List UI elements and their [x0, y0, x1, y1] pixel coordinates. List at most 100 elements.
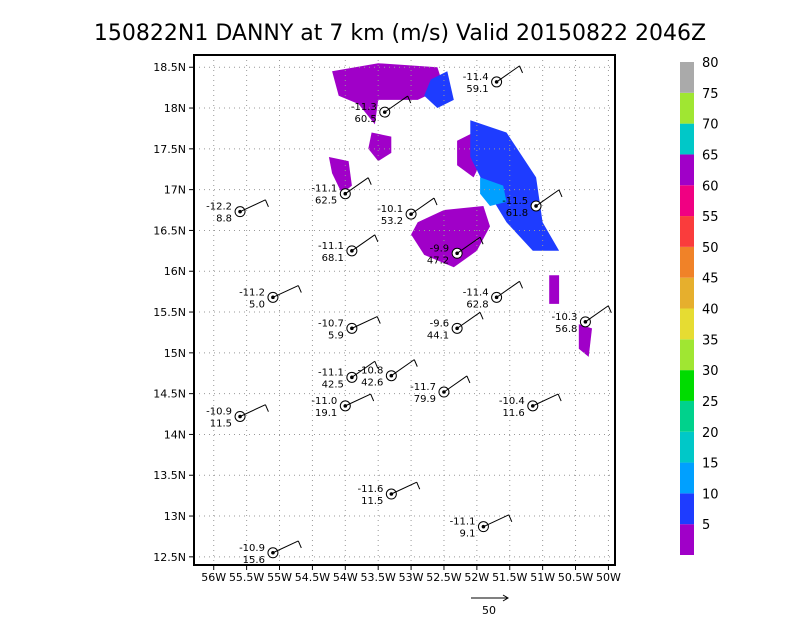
wind-barb-staff — [239, 199, 266, 213]
colorbar-swatch — [680, 277, 694, 309]
station-wind-speed: 79.9 — [414, 394, 436, 405]
station-temperature: -9.9 — [430, 243, 450, 254]
shaded-region-5 — [368, 132, 392, 162]
wind-barb-staff — [345, 177, 369, 195]
x-tick-label: 53W — [399, 571, 424, 584]
wind-barb-staff — [410, 197, 435, 215]
x-tick-label: 51W — [530, 571, 555, 584]
y-tick-label: 13.5N — [153, 469, 186, 482]
colorbar-label: 60 — [702, 179, 719, 194]
x-tick-label: 55W — [267, 571, 292, 584]
station-wind-speed: 47.2 — [427, 255, 449, 266]
shaded-region-5 — [411, 206, 490, 268]
station-wind-speed: 44.1 — [427, 330, 449, 341]
colorbar-label: 35 — [702, 333, 719, 348]
wind-barb-staff — [351, 360, 376, 378]
station-dot — [238, 414, 242, 419]
plot-frame — [193, 54, 616, 566]
colorbar-swatch — [680, 462, 694, 494]
station-marker: -11.611.5 — [357, 481, 421, 507]
station-wind-speed: 8.8 — [216, 214, 232, 225]
station-wind-speed: 11.5 — [361, 496, 383, 507]
wind-barb-flag — [558, 189, 563, 198]
station-temperature: -11.4 — [463, 287, 489, 298]
shaded-region-10 — [470, 120, 560, 251]
y-tick-label: 16N — [164, 265, 186, 278]
colorbar-label: 65 — [702, 148, 719, 163]
wind-barb-flag — [264, 404, 269, 412]
station-temperature: -11.5 — [502, 196, 528, 207]
y-tick-label: 17.5N — [153, 143, 186, 156]
y-tick-label: 18N — [164, 102, 186, 115]
y-tick-label: 12.5N — [153, 551, 186, 564]
reference-vector: 50 — [471, 594, 509, 617]
y-tick-label: 13N — [164, 510, 186, 523]
station-marker: -10.911.5 — [206, 404, 269, 429]
station-marker: -11.459.1 — [463, 65, 523, 95]
station-marker: -11.25.0 — [239, 285, 302, 310]
shaded-region-10 — [424, 71, 454, 108]
colorbar-swatch — [680, 431, 694, 463]
colorbar-swatch — [680, 92, 694, 124]
y-tick-label: 18.5N — [153, 61, 186, 74]
station-wind-speed: 15.6 — [243, 555, 265, 566]
station-temperature: -12.2 — [206, 202, 232, 213]
station-temperature: -10.8 — [357, 366, 383, 377]
station-marker: -11.779.9 — [410, 375, 471, 405]
y-tick-label: 15.5N — [153, 306, 186, 319]
station-temperature: -11.3 — [351, 102, 377, 113]
station-marker: -12.28.8 — [206, 199, 269, 225]
colorbar-swatch — [680, 524, 694, 555]
station-temperature: -9.6 — [430, 318, 450, 329]
wind-barb-staff — [496, 65, 520, 83]
station-marker: -11.360.5 — [351, 95, 412, 125]
station-wind-speed: 59.1 — [466, 84, 488, 95]
station-marker: -9.644.1 — [427, 311, 484, 341]
station-marker: -11.142.5 — [318, 360, 379, 390]
wind-barb-flag — [264, 199, 269, 208]
reference-vector-label: 50 — [482, 604, 496, 617]
station-wind-speed: 61.8 — [506, 208, 528, 219]
colorbar-label: 40 — [702, 303, 719, 318]
wind-barb-flag — [376, 316, 381, 324]
colorbar-swatch — [680, 308, 694, 340]
colorbar-swatch — [680, 154, 694, 186]
wind-barb-flag — [370, 393, 375, 402]
colorbar-label: 75 — [702, 87, 719, 102]
wind-barb-staff — [391, 481, 417, 495]
station-marker: -9.947.2 — [427, 236, 484, 266]
colorbar-label: 30 — [702, 364, 719, 379]
wind-barb-flag — [367, 177, 372, 185]
colorbar-swatch — [680, 246, 694, 278]
colorbar-swatch — [680, 493, 694, 525]
station-wind-speed: 53.2 — [381, 216, 403, 227]
x-tick-label: 50W — [596, 571, 621, 584]
colorbar: 5 10 15 20 25 30 35 40 45 50 55 60 65 70 75 80 — [680, 56, 719, 555]
colorbar-label: 10 — [702, 487, 719, 502]
wind-barb-staff — [585, 305, 609, 323]
x-tick-label: 56W — [201, 571, 226, 584]
station-temperature: -11.1 — [450, 517, 476, 528]
station-temperature: -11.0 — [311, 396, 337, 407]
wind-barb-staff — [483, 514, 510, 528]
station-wind-speed: 60.5 — [355, 114, 377, 125]
colorbar-label: 5 — [702, 518, 710, 533]
wind-barb-staff — [391, 359, 415, 377]
station-temperature: -11.1 — [318, 241, 344, 252]
station-wind-speed: 5.0 — [249, 299, 265, 310]
grid-lines — [194, 55, 615, 565]
wind-barb-flag — [374, 361, 379, 369]
x-tick-label: 52W — [464, 571, 489, 584]
station-marker: -10.411.6 — [499, 393, 562, 419]
colorbar-swatch — [680, 339, 694, 371]
station-markers: -11.459.1-11.360.5-11.162.5-12.28.8-10.1… — [206, 65, 612, 566]
chart-title: 150822N1 DANNY at 7 km (m/s) Valid 20150… — [94, 21, 706, 46]
x-tick-label: 55.5W — [229, 571, 264, 584]
wind-barb-staff — [239, 404, 266, 417]
colorbar-label: 25 — [702, 395, 719, 410]
colorbar-swatch — [680, 185, 694, 217]
station-temperature: -10.9 — [239, 543, 265, 554]
wind-barb-staff — [384, 95, 408, 113]
shaded-region-5 — [578, 324, 592, 357]
